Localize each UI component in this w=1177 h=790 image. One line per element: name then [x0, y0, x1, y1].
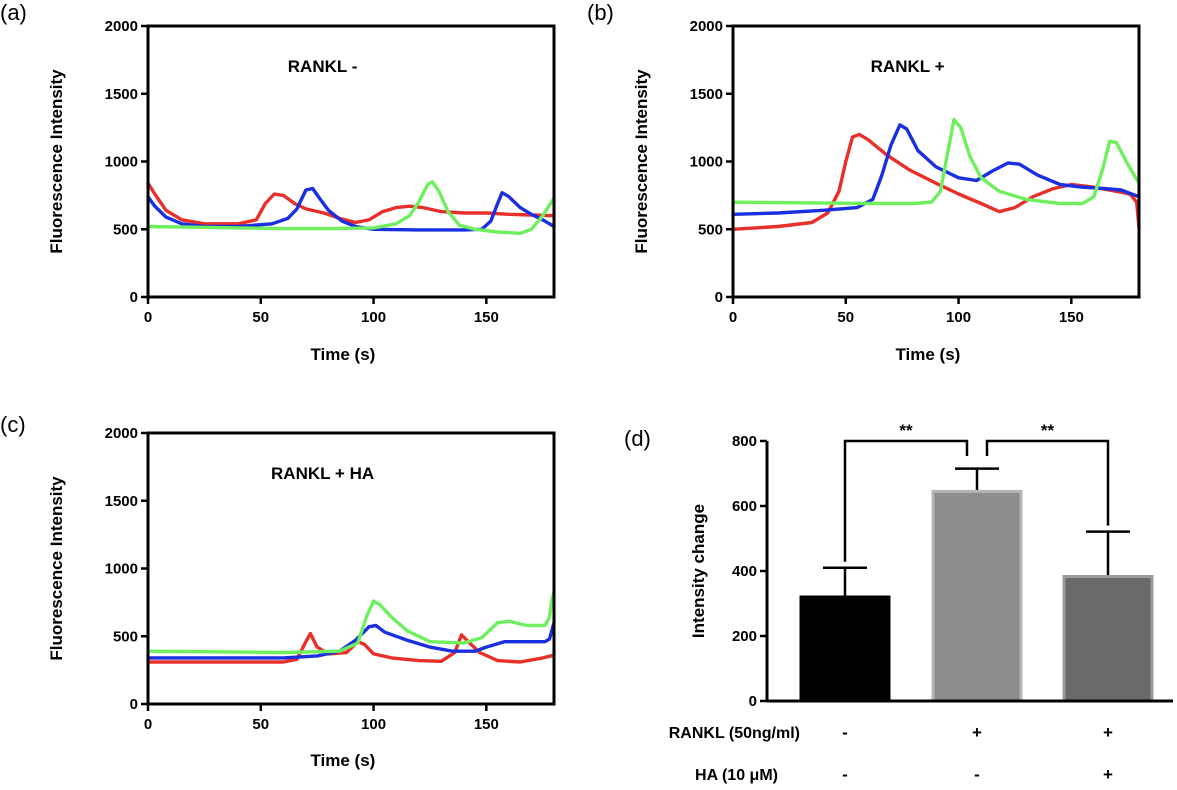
y-tick-label: 0 — [749, 693, 757, 710]
y-tick-label: 500 — [698, 221, 723, 238]
x-tick-label: 100 — [946, 309, 971, 326]
series-line-3 — [146, 180, 556, 235]
y-tick-label: 2000 — [105, 425, 138, 442]
y-tick-label: 0 — [715, 289, 723, 306]
series-line-3 — [731, 117, 1141, 206]
x-tick-label: 100 — [361, 309, 386, 326]
x-tick-label: 0 — [729, 309, 737, 326]
x-tick-label: 100 — [361, 716, 386, 733]
series-line-2 — [731, 123, 1141, 216]
y-tick-label: 1000 — [690, 154, 723, 171]
bar-2 — [931, 489, 1023, 703]
bar-3 — [1062, 575, 1154, 703]
panel-letter: (a) — [0, 0, 27, 25]
chart-title: RANKL - — [288, 57, 358, 76]
condition-value: - — [842, 765, 848, 784]
x-tick-label: 0 — [144, 309, 152, 326]
y-tick-label: 1500 — [690, 86, 723, 103]
condition-label: RANKL (50ng/ml) — [669, 725, 800, 742]
significance-label: ** — [1041, 421, 1055, 440]
y-tick-label: 500 — [113, 221, 138, 238]
y-tick-label: 0 — [130, 696, 138, 713]
series-line-3 — [146, 589, 556, 655]
condition-value: + — [1103, 723, 1113, 742]
chart-panel-b: (b) 0 500 1000 1500 2000 0 50 100 150 RANKL + Time … — [587, 0, 1141, 364]
significance-bracket — [843, 439, 969, 562]
y-tick-label: 1500 — [105, 86, 138, 103]
x-tick-label: 50 — [252, 309, 269, 326]
x-axis-label: Time (s) — [895, 345, 960, 364]
panel-letter: (c) — [0, 412, 26, 437]
y-tick-label: 500 — [113, 628, 138, 645]
chart-title: RANKL + HA — [271, 464, 374, 483]
y-axis-label: Fluorescence Intensity — [47, 476, 66, 661]
series-line-1 — [146, 631, 556, 664]
y-tick-label: 200 — [732, 628, 757, 645]
series-line-2 — [146, 621, 556, 660]
condition-value: - — [974, 765, 980, 784]
y-tick-label: 2000 — [105, 18, 138, 35]
condition-label: HA (10 μM) — [695, 767, 778, 784]
x-tick-label: 150 — [474, 716, 499, 733]
chart-panel-d: (d) 0 200 400 600 800 Intensity change ** ** RANK… — [624, 421, 1173, 784]
chart-panel-c: (c) 0 500 1000 1500 2000 0 50 100 150 RANKL + HA Ti… — [0, 412, 556, 770]
x-tick-label: 0 — [144, 716, 152, 733]
condition-value: - — [842, 723, 848, 742]
chart-panel-a: (a) 0 500 1000 1500 2000 0 50 100 150 RANKL - Time … — [0, 0, 556, 364]
panel-letter: (b) — [587, 0, 614, 25]
series-line-1 — [731, 132, 1141, 231]
x-tick-label: 50 — [252, 716, 269, 733]
y-tick-label: 1000 — [105, 561, 138, 578]
bar-1 — [799, 595, 891, 703]
chart-title: RANKL + — [871, 57, 945, 76]
y-axis-label: Intensity change — [689, 504, 708, 638]
y-tick-label: 1500 — [105, 493, 138, 510]
y-tick-label: 400 — [732, 563, 757, 580]
x-axis-label: Time (s) — [310, 751, 375, 770]
y-tick-label: 1000 — [105, 154, 138, 171]
y-tick-label: 0 — [130, 289, 138, 306]
y-tick-label: 2000 — [690, 18, 723, 35]
x-tick-label: 150 — [474, 309, 499, 326]
series-line-1 — [146, 181, 556, 226]
panel-letter: (d) — [624, 426, 651, 451]
y-tick-label: 800 — [732, 433, 757, 450]
x-axis-label: Time (s) — [310, 345, 375, 364]
x-tick-label: 50 — [837, 309, 854, 326]
y-tick-label: 600 — [732, 498, 757, 515]
significance-bracket — [985, 439, 1110, 526]
significance-label: ** — [899, 421, 913, 440]
condition-value: + — [1103, 765, 1113, 784]
condition-value: + — [972, 723, 982, 742]
x-tick-label: 150 — [1059, 309, 1084, 326]
y-axis-label: Fluorescence Intensity — [47, 69, 66, 254]
y-axis-label: Fluorescence Intensity — [632, 69, 651, 254]
